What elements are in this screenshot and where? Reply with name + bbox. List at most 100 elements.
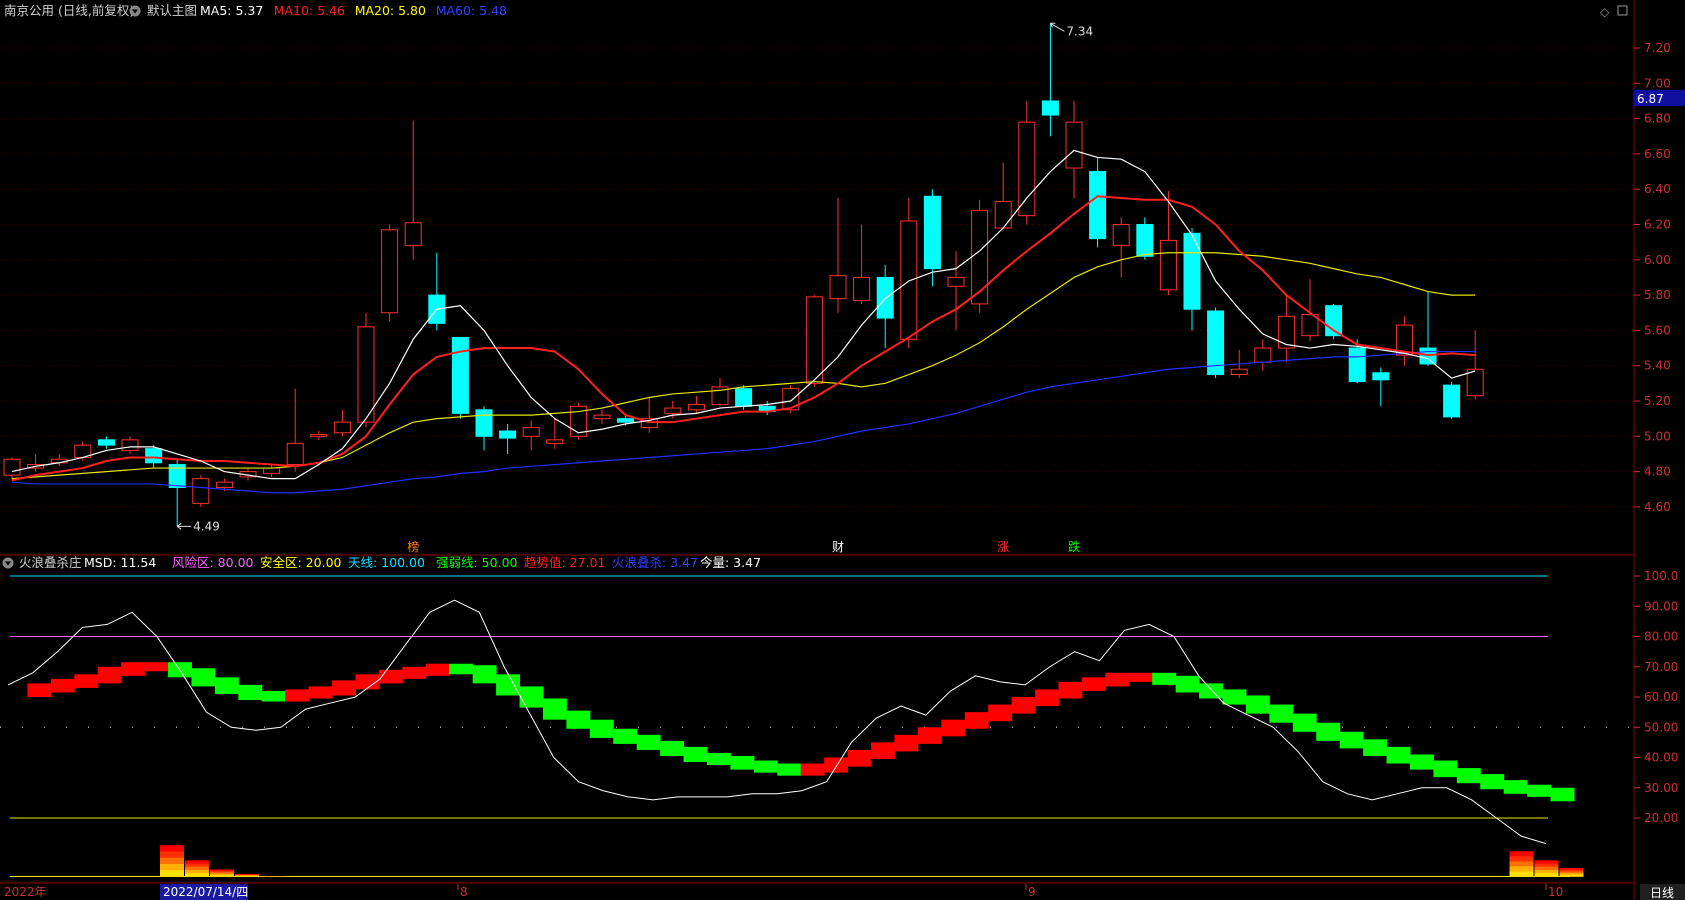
price-tick-label: 4.60 [1644, 500, 1671, 514]
fire-volume-bar [1535, 864, 1559, 868]
trend-wave-block [1152, 673, 1176, 685]
trend-wave-block [871, 742, 895, 759]
date-label-aug: 8 [460, 885, 468, 899]
sub-tick-label: 100.0 [1644, 569, 1678, 583]
trend-wave-block [379, 670, 403, 684]
fire-volume-bar [210, 875, 234, 877]
event-marker[interactable]: 涨 [997, 539, 1009, 554]
trend-wave-block [191, 668, 215, 686]
sub-legend-item: 火浪叠杀: 3.47 [612, 555, 698, 570]
trend-wave-block [449, 664, 473, 675]
fire-volume-bar [1535, 860, 1559, 864]
fire-volume-bar [1535, 870, 1559, 874]
candle-body [382, 230, 398, 313]
trend-wave-block [660, 741, 684, 756]
candle-body [948, 277, 964, 286]
ma-legend-item: MA10: 5.46 [274, 3, 345, 18]
trend-wave-block [1433, 761, 1457, 778]
trend-wave-block [332, 680, 356, 695]
price-tick-label: 6.00 [1644, 253, 1671, 267]
cursor-date-label: 2022/07/14/四 [163, 885, 248, 899]
trend-wave-block [473, 665, 497, 683]
candle-body [4, 459, 20, 475]
trend-wave-block [520, 686, 544, 707]
fire-volume-bar [1535, 867, 1559, 871]
trend-wave-block [1387, 747, 1411, 764]
sub-header: 火浪叠杀庄 MSD: 11.54 风险区: 80.00 安全区: 20.00 天线: … [3, 555, 762, 570]
candle-body [1137, 225, 1153, 257]
low-price-label: 4.49 [193, 519, 220, 533]
fire-volume-bar [1510, 856, 1534, 861]
trend-wave-block [1246, 695, 1270, 713]
period-button[interactable]: 日线 [1650, 886, 1674, 900]
trend-wave-block [918, 727, 942, 744]
trend-wave-block [824, 758, 848, 773]
candle-body [972, 210, 988, 304]
candle-body [146, 449, 162, 463]
sub-tick-label: 40.00 [1644, 751, 1678, 765]
sub-indicator-title[interactable]: 火浪叠杀庄 [19, 555, 82, 570]
candle-body [877, 277, 893, 318]
price-tick-label: 5.60 [1644, 323, 1671, 337]
fire-volume-bar [1510, 851, 1534, 856]
candle-body [287, 443, 303, 464]
trend-wave-block [1316, 723, 1340, 741]
fire-volume-bar [160, 864, 184, 871]
trend-wave-block [777, 764, 801, 776]
candle-body [452, 337, 468, 413]
price-tick-label: 6.20 [1644, 218, 1671, 232]
candle-body [216, 482, 232, 487]
candle-body [1042, 101, 1058, 115]
price-tick-label: 5.20 [1644, 394, 1671, 408]
trend-wave-block [1012, 697, 1036, 714]
stock-title[interactable]: 南京公用 (日线,前复权) [4, 3, 134, 18]
trend-wave-block [1035, 689, 1059, 706]
price-tick-label: 6.60 [1644, 147, 1671, 161]
candle-body [264, 468, 280, 473]
sub-legend-item: 天线: 100.00 [348, 555, 425, 570]
main-indicator-name[interactable]: 默认主图 [147, 3, 197, 18]
candle-body [736, 389, 752, 407]
trend-wave-block [590, 720, 614, 738]
candle-body [405, 223, 421, 246]
trend-wave-block [848, 750, 872, 767]
trend-wave-block [426, 664, 450, 676]
fire-volume-bar [185, 867, 209, 871]
ma-legend-item: MA60: 5.48 [436, 3, 507, 18]
high-price-label: 7.34 [1066, 24, 1093, 38]
trend-wave-block [707, 753, 731, 765]
trend-wave-block [1199, 683, 1223, 698]
candle-body [901, 221, 917, 339]
fire-volume-bar [1510, 871, 1534, 876]
candle-body [334, 422, 350, 433]
trend-wave-block [730, 756, 754, 770]
candle-body [1231, 369, 1247, 374]
settings-diamond-icon[interactable]: ◇ [1600, 5, 1610, 19]
candle-body [1066, 122, 1082, 168]
candle-body [193, 479, 209, 504]
price-tick-label: 5.00 [1644, 429, 1671, 443]
ma-legend-item: MA5: 5.37 [200, 3, 263, 18]
trend-wave-block [1527, 785, 1551, 797]
price-tick-label: 4.80 [1644, 465, 1671, 479]
fire-volume-bar [185, 870, 209, 874]
trend-wave-block [145, 662, 169, 671]
current-price-label: 6.87 [1637, 92, 1664, 106]
fire-volume-bar [235, 876, 259, 877]
sub-tick-label: 70.00 [1644, 660, 1678, 674]
event-marker[interactable]: 跌 [1068, 539, 1080, 554]
sub-legend-item: MSD: 11.54 [84, 555, 156, 570]
trend-wave-block [1223, 689, 1247, 704]
trend-wave-block [98, 667, 122, 684]
ma-legend-item: MA20: 5.80 [355, 3, 426, 18]
event-marker[interactable]: 财 [832, 540, 844, 554]
event-marker[interactable]: 榜 [407, 539, 419, 554]
fire-volume-bar [185, 873, 209, 877]
sub-tick-label: 60.00 [1644, 690, 1678, 704]
price-tick-label: 6.40 [1644, 182, 1671, 196]
sub-legend-item: 安全区: 20.00 [260, 555, 342, 570]
fire-volume-bar [1535, 873, 1559, 877]
candle-body [1113, 225, 1129, 246]
trend-wave-block [754, 761, 778, 773]
